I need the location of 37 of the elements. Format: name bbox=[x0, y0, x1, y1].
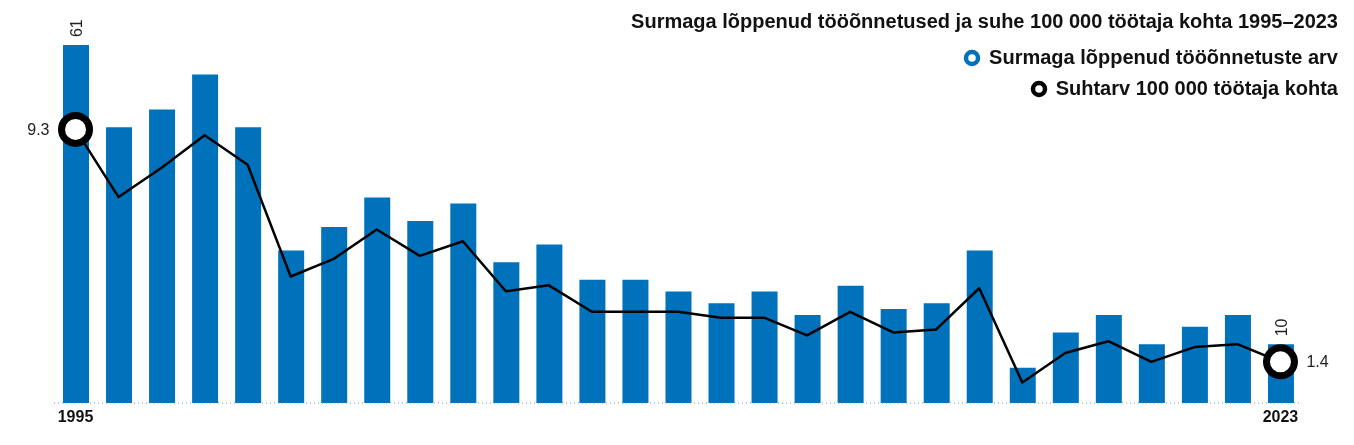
bar bbox=[966, 250, 993, 403]
data-label: 61 bbox=[67, 19, 85, 38]
data-label: 9.3 bbox=[27, 121, 50, 139]
x-tick-label: 2023 bbox=[1262, 408, 1299, 426]
bar bbox=[1138, 344, 1165, 403]
bar bbox=[235, 127, 262, 403]
bar bbox=[1181, 326, 1208, 403]
bar bbox=[493, 262, 520, 403]
bar bbox=[536, 244, 563, 403]
bar bbox=[751, 291, 778, 403]
bar bbox=[1224, 314, 1251, 403]
data-label: 10 bbox=[1272, 318, 1290, 337]
bar bbox=[106, 127, 133, 403]
data-label: 1.4 bbox=[1306, 353, 1329, 371]
bar bbox=[665, 291, 692, 403]
chart-title: Surmaga lõppenud tööõnnetused ja suhe 100 000 töötaja kohta 1995–2023 bbox=[631, 10, 1338, 33]
bar bbox=[923, 303, 950, 403]
bar bbox=[622, 279, 649, 403]
x-tick-label: 1995 bbox=[57, 408, 94, 426]
bar bbox=[407, 221, 434, 403]
bar bbox=[579, 279, 606, 403]
legend-label: Suhtarv 100 000 töötaja kohta bbox=[1055, 77, 1338, 100]
bar bbox=[1095, 314, 1122, 403]
bar bbox=[837, 285, 864, 403]
bar bbox=[708, 303, 735, 403]
bar bbox=[321, 226, 348, 403]
bar bbox=[450, 203, 477, 403]
bar bbox=[149, 109, 176, 403]
bar bbox=[192, 74, 219, 403]
bar bbox=[1009, 367, 1036, 403]
bar bbox=[278, 250, 305, 403]
bar bbox=[1052, 332, 1079, 403]
bar bbox=[364, 197, 391, 403]
bar bbox=[880, 309, 907, 403]
bar bbox=[63, 45, 89, 403]
bar bbox=[794, 314, 821, 403]
legend-label: Surmaga lõppenud tööõnnetuste arv bbox=[989, 46, 1338, 69]
